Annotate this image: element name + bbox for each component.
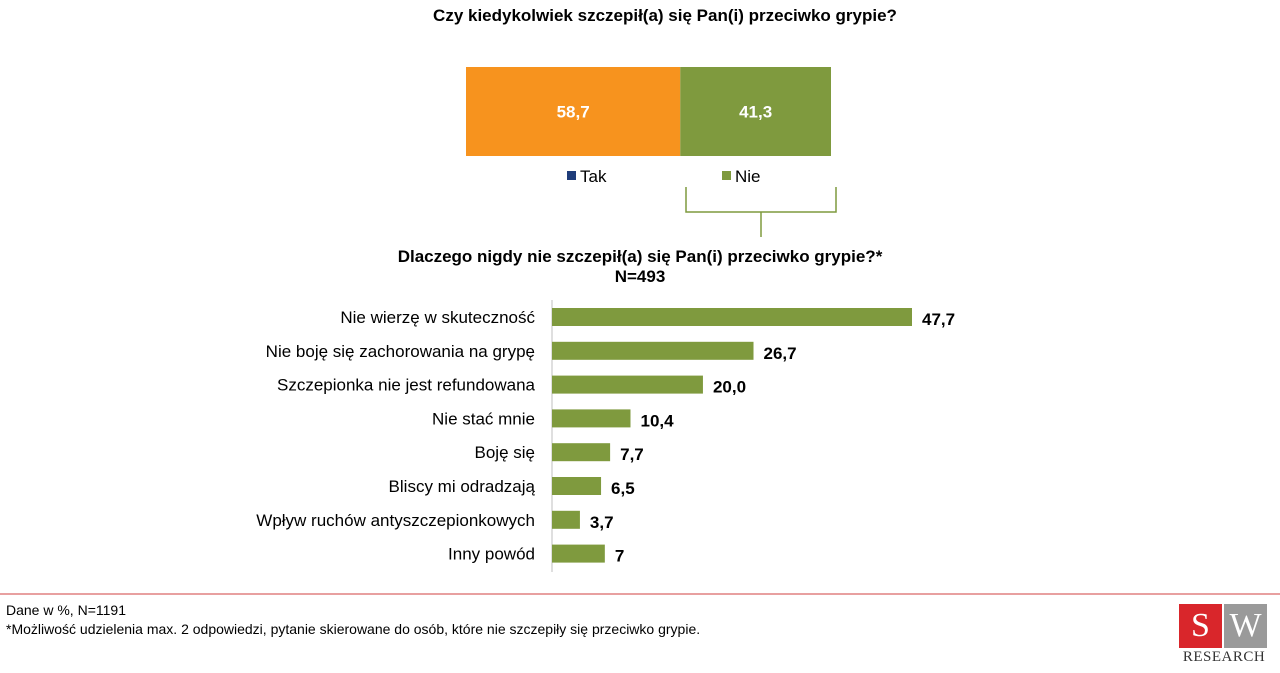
stacked-segment-tak xyxy=(466,67,681,156)
category-label: Bliscy mi odradzają xyxy=(389,477,536,496)
footer-asterisk-note: *Możliwość udzielenia max. 2 odpowiedzi,… xyxy=(6,621,701,637)
category-label: Nie stać mnie xyxy=(432,409,535,428)
footer-data-note: Dane w %, N=1191 xyxy=(6,602,126,618)
bar xyxy=(552,443,611,462)
bar-value-label: 7 xyxy=(615,547,624,566)
logo-research-text: RESEARCH xyxy=(1182,649,1266,665)
footer-notes: Dane w %, N=1191 *Możliwość udzielenia m… xyxy=(6,601,700,639)
category-label: Szczepionka nie jest refundowana xyxy=(277,376,536,395)
legend-label-nie: Nie xyxy=(735,167,761,186)
bar-value-label: 26,7 xyxy=(764,344,797,363)
stacked-label-tak: 58,7 xyxy=(557,103,590,122)
bar xyxy=(552,375,703,394)
bar xyxy=(552,544,605,563)
stacked-segment-nie xyxy=(680,67,831,156)
bar-value-label: 6,5 xyxy=(611,479,635,498)
bar-value-label: 47,7 xyxy=(922,310,955,329)
stacked-label-nie: 41,3 xyxy=(739,103,772,122)
legend-label-tak: Tak xyxy=(580,167,607,186)
legend-swatch-tak xyxy=(567,171,576,180)
bar xyxy=(552,510,580,529)
chart-title-vaccinated: Czy kiedykolwiek szczepił(a) się Pan(i) … xyxy=(433,6,897,25)
legend-swatch-nie xyxy=(722,171,731,180)
chart-title-reasons: Dlaczego nigdy nie szczepił(a) się Pan(i… xyxy=(0,247,1280,287)
reasons-title-line1: Dlaczego nigdy nie szczepił(a) się Pan(i… xyxy=(397,247,883,266)
bar-value-label: 7,7 xyxy=(620,445,644,464)
sw-research-logo: S W RESEARCH xyxy=(1179,604,1269,666)
bar-value-label: 10,4 xyxy=(640,411,674,430)
bar xyxy=(552,477,602,495)
category-label: Boję się xyxy=(475,443,535,462)
logo-s-box: S xyxy=(1179,604,1222,648)
category-label: Nie boję się zachorowania na grypę xyxy=(266,342,535,361)
category-label: Nie wierzę w skuteczność xyxy=(340,308,535,327)
bar-value-label: 3,7 xyxy=(590,513,614,532)
bar-value-label: 20,0 xyxy=(713,378,746,397)
reasons-title-sample: N=493 xyxy=(614,267,666,286)
bar xyxy=(552,409,631,428)
bar xyxy=(552,341,754,360)
logo-w-box: W xyxy=(1224,604,1267,648)
bracket-nie xyxy=(685,187,837,213)
charts-canvas: 58,7 41,3 Tak Nie Nie wierzę w skuteczność 47… xyxy=(0,67,1280,595)
category-label: Inny powód xyxy=(448,545,535,564)
bar xyxy=(552,308,912,326)
category-label: Wpływ ruchów antyszczepionkowych xyxy=(256,511,535,530)
